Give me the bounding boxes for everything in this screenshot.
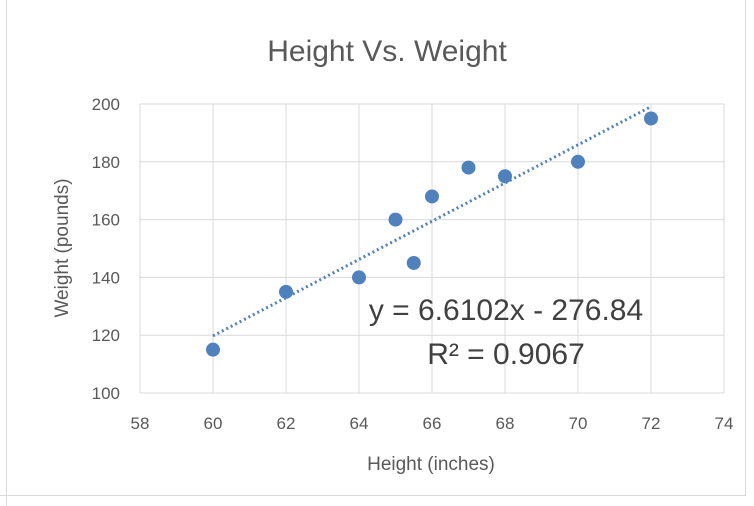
x-tick-label: 68 — [496, 414, 515, 433]
y-tick-label: 180 — [92, 153, 120, 172]
x-tick-label: 62 — [277, 414, 296, 433]
data-point — [425, 189, 439, 204]
x-axis-label: Height (inches) — [367, 454, 495, 475]
gridlines — [139, 103, 725, 394]
trendline-line — [212, 105, 652, 338]
x-tick-label: 58 — [131, 414, 150, 433]
y-tick-label: 100 — [92, 384, 120, 403]
trendline — [212, 105, 652, 338]
data-point — [279, 284, 293, 299]
data-point — [388, 212, 403, 227]
y-axis-label: Weight (pounds) — [52, 178, 73, 317]
data-point — [571, 154, 585, 169]
data-point — [461, 160, 476, 175]
chart-title: Height Vs. Weight — [267, 35, 507, 68]
y-tick-label: 120 — [92, 326, 120, 345]
x-tick-label: 66 — [423, 414, 442, 433]
y-tick-label: 200 — [92, 95, 120, 114]
x-tick-label: 74 — [715, 414, 734, 433]
chart-left-border — [6, 0, 7, 506]
data-point — [644, 111, 658, 126]
data-point — [498, 169, 512, 184]
x-tick-label: 72 — [642, 414, 661, 433]
y-tick-label: 160 — [92, 211, 120, 230]
y-tick-label: 140 — [92, 268, 120, 287]
x-tick-label: 64 — [350, 414, 369, 433]
x-tick-label: 70 — [569, 414, 588, 433]
data-point — [206, 342, 220, 357]
data-point — [406, 255, 421, 270]
chart-area — [0, 0, 746, 496]
data-points — [206, 111, 658, 357]
data-point — [352, 270, 366, 285]
trendline-equation: y = 6.6102x - 276.84 — [369, 294, 643, 327]
x-tick-label: 60 — [204, 414, 223, 433]
tick-labels: 100 120 140 160 180 200 58 60 62 64 66 68 70 72 74 — [92, 95, 734, 433]
trendline-r-squared: R² = 0.9067 — [427, 338, 585, 371]
